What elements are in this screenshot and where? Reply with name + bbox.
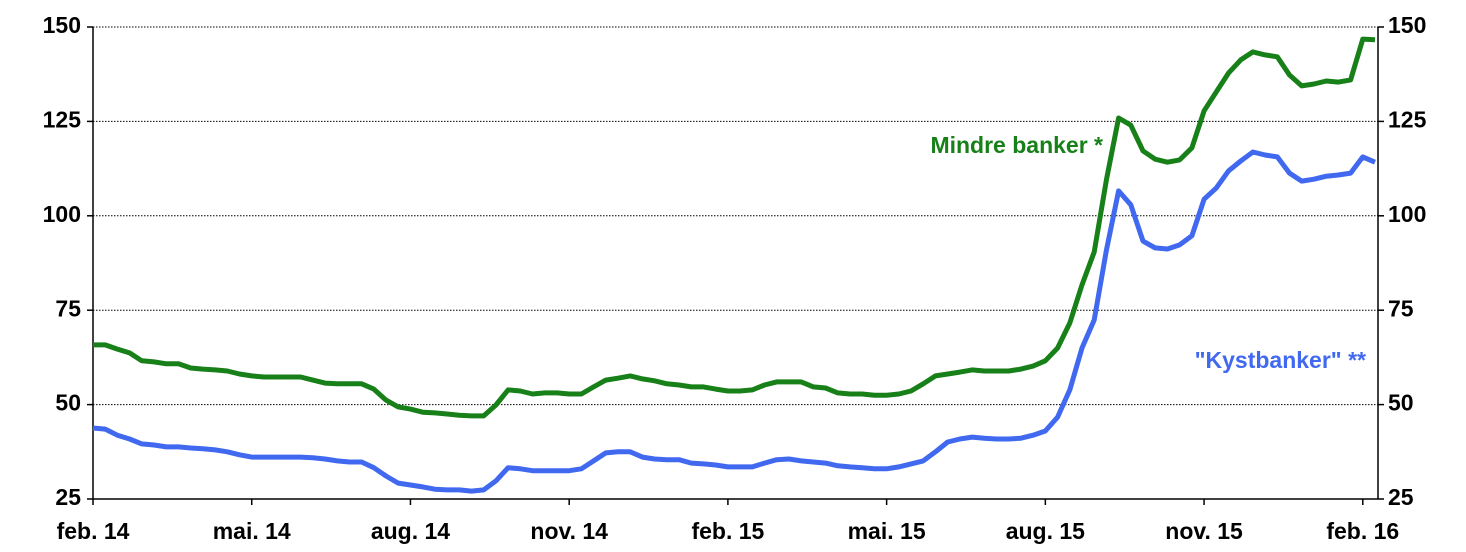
y2-tick-label: 75 xyxy=(1388,295,1414,321)
y-tick-label: 150 xyxy=(43,12,81,38)
x-tick-label: feb. 14 xyxy=(57,518,130,544)
series-line xyxy=(92,149,1376,494)
y2-tick-label: 25 xyxy=(1388,484,1414,510)
y2-tick-label: 150 xyxy=(1388,12,1426,38)
y2-tick-label: 100 xyxy=(1388,201,1426,227)
x-tick-label: aug. 15 xyxy=(1006,518,1085,544)
y-tick-label: 50 xyxy=(55,390,81,416)
x-tick-label: aug. 14 xyxy=(371,518,450,544)
x-tick-label: nov. 14 xyxy=(530,518,608,544)
x-tick-label: feb. 16 xyxy=(1326,518,1399,544)
series-line xyxy=(93,36,1376,419)
series-label: Mindre banker * xyxy=(930,132,1103,158)
y-tick-label: 125 xyxy=(43,106,82,132)
y-tick-label: 75 xyxy=(55,295,81,321)
x-tick-label: mai. 15 xyxy=(848,518,926,544)
y-tick-label: 25 xyxy=(55,484,81,510)
y2-tick-label: 50 xyxy=(1388,390,1414,416)
series-label: "Kystbanker" ** xyxy=(1195,347,1366,373)
x-tick-label: mai. 14 xyxy=(213,518,291,544)
x-tick-label: nov. 15 xyxy=(1165,518,1243,544)
y-tick-label: 100 xyxy=(43,201,81,227)
y2-tick-label: 125 xyxy=(1388,106,1427,132)
x-tick-label: feb. 15 xyxy=(691,518,764,544)
